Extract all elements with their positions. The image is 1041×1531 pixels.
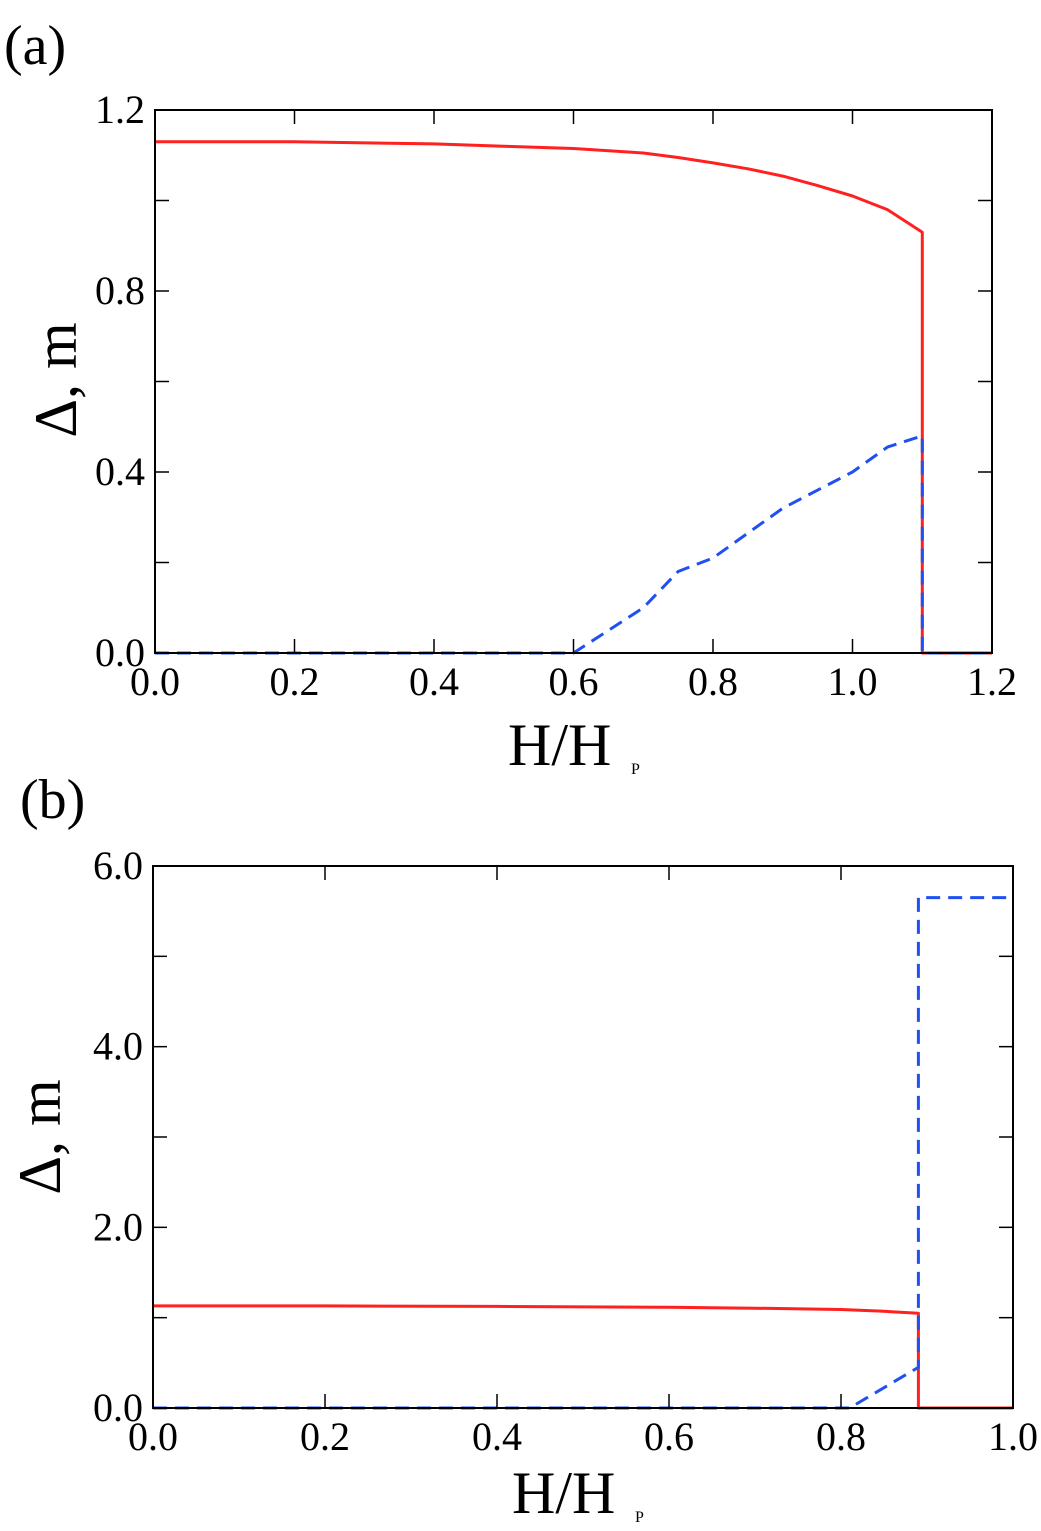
panel-label: (a) <box>4 15 66 77</box>
panel-b: (b) 0.0 0.2 0.4 0.6 0.8 1.00.02.04.06.0 Δ, m … <box>7 769 1038 1526</box>
x-tick-label: 0.8 <box>688 659 738 704</box>
panel-label: (b) <box>20 769 85 831</box>
x-tick-label: 0.4 <box>409 659 459 704</box>
x-axis-label-subscript: P <box>635 1509 644 1526</box>
x-tick-label: 0.6 <box>549 659 599 704</box>
y-tick-label: 1.2 <box>95 87 145 132</box>
x-tick-label: 0.2 <box>300 1414 350 1459</box>
dashed-series-line <box>155 434 992 655</box>
x-axis-label: H/H <box>512 1460 615 1526</box>
solid-series-line <box>153 1304 1013 1410</box>
x-tick-label: 0.2 <box>270 659 320 704</box>
y-tick-label: 6.0 <box>93 843 143 888</box>
solid-series-line <box>155 140 992 655</box>
x-tick-label: 0.6 <box>644 1414 694 1459</box>
y-tick-label: 2.0 <box>93 1204 143 1249</box>
y-axis-label: Δ, m <box>23 322 89 437</box>
panel-a: (a) 0.0 0.2 0.4 0.6 0.8 1.0 1.2 0.0 0.4 0.8 1.2 Δ,… <box>4 15 1017 778</box>
x-tick-label: 0.8 <box>816 1414 866 1459</box>
x-axis-label: H/H <box>508 712 611 778</box>
svg-text:Δ, m: Δ, m <box>7 1079 73 1194</box>
y-axis-label: Δ, m <box>7 1079 73 1194</box>
plot-frame <box>152 865 1014 1409</box>
x-axis-label-subscript: P <box>631 761 640 778</box>
y-tick-label: 0.0 <box>95 630 145 675</box>
x-tick-label: 1.0 <box>988 1414 1038 1459</box>
x-tick-label: 0.0 <box>130 659 180 704</box>
x-tick-label: 1.0 <box>828 659 878 704</box>
dashed-series-line <box>153 896 1013 1410</box>
y-tick-label: 0.8 <box>95 268 145 313</box>
y-tick-label: 0.4 <box>95 449 145 494</box>
svg-text:Δ, m: Δ, m <box>23 322 89 437</box>
y-tick-label: 0.0 <box>93 1385 143 1430</box>
x-tick-label: 0.0 <box>128 1414 178 1459</box>
plot-frame <box>154 109 993 654</box>
y-tick-label: 4.0 <box>93 1024 143 1069</box>
x-tick-label: 0.4 <box>472 1414 522 1459</box>
x-tick-label: 1.2 <box>967 659 1017 704</box>
